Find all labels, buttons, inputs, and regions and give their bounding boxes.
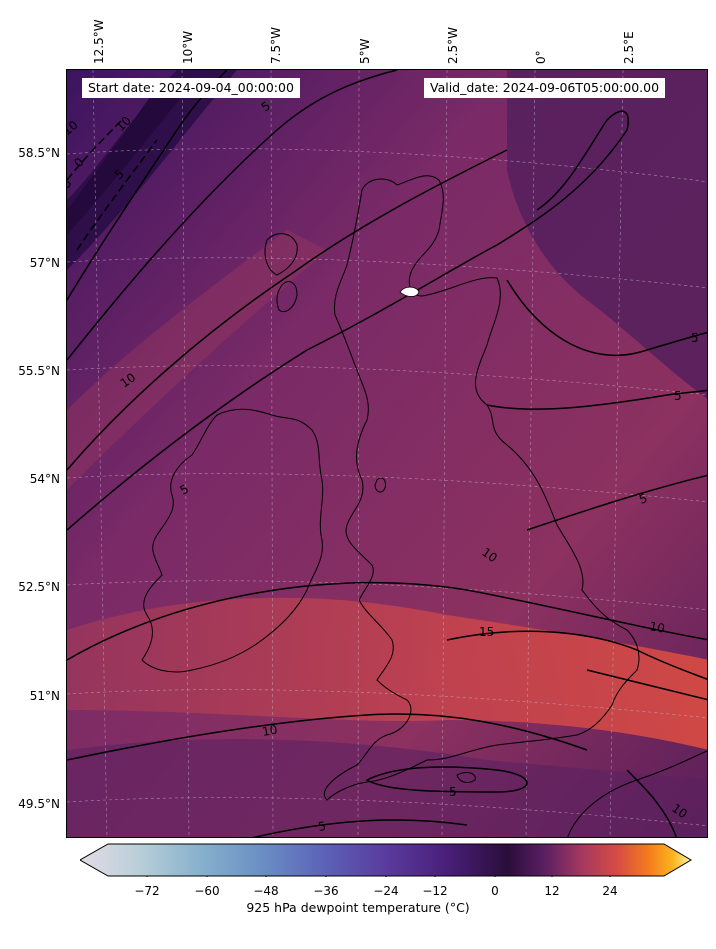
contour-label: 5 (317, 819, 327, 834)
colorbar-tick: −36 (313, 884, 339, 898)
colorbar-body (78, 843, 692, 877)
field-dry-band (67, 70, 237, 270)
lat-label-49-5n: 49.5°N (18, 797, 60, 811)
dewpoint-map: 10 10 5 0 5 5 5 5 10 5 10 15 10 10 5 5 5… (67, 70, 707, 837)
colorbar-svg (78, 843, 692, 879)
map-panel: 10 10 5 0 5 5 5 5 10 5 10 15 10 10 5 5 5… (66, 69, 708, 838)
coastline-isle-of-wight (456, 772, 476, 783)
lat-label-51n: 51°N (29, 689, 60, 703)
colorbar-tick: 24 (602, 884, 618, 898)
lat-label-58-5n: 58.5°N (18, 146, 60, 160)
contour-line (67, 110, 629, 531)
contour-line (67, 70, 398, 361)
colorbar-tick: 12 (544, 884, 560, 898)
contour-line (446, 630, 707, 681)
coastline-isle-of-man (374, 477, 386, 493)
lon-label-7-5w: 7.5°W (269, 27, 283, 64)
contour-label: 10 (648, 619, 665, 635)
contour-line (365, 766, 528, 793)
lon-label-2-5e: 2.5°E (622, 31, 636, 64)
colorbar-tick: −12 (422, 884, 448, 898)
colorbar (78, 843, 692, 879)
lon-label-12-5w: 12.5°W (92, 19, 106, 64)
graticule (67, 70, 707, 837)
field-southwest (67, 739, 707, 837)
dewpoint-contours (67, 70, 707, 837)
contour-line (67, 149, 508, 471)
field-northeast (507, 70, 707, 399)
coastline-great-britain (324, 175, 640, 801)
colorbar-tick: −60 (194, 884, 220, 898)
valid-date-label: Valid_date: 2024-09-06T05:00:00.00 (424, 78, 666, 98)
coastline-hebrides (264, 233, 298, 276)
lat-label-52-5n: 52.5°N (18, 580, 60, 594)
colorbar-tick: −48 (253, 884, 279, 898)
contour-line (76, 139, 158, 251)
lon-label-10w: 10°W (181, 30, 195, 64)
contour-label: 15 (479, 625, 494, 639)
colorbar-tick: −24 (373, 884, 399, 898)
contour-line (67, 119, 123, 181)
missing-data-patch (399, 286, 420, 297)
colorbar-label: 925 hPa dewpoint temperature (°C) (246, 900, 470, 915)
field-warm-band (67, 597, 707, 750)
contour-label: 5 (449, 785, 457, 799)
contour-line (252, 819, 468, 837)
start-date-label: Start date: 2024-09-04_00:00:00 (82, 78, 300, 98)
contour-line (67, 713, 588, 761)
lon-label-2-5w: 2.5°W (446, 27, 460, 64)
contour-line (506, 279, 707, 356)
lat-label-57n: 57°N (29, 256, 60, 270)
colorbar-tick: −72 (134, 884, 160, 898)
contour-line (486, 389, 707, 410)
contour-label: 5 (637, 491, 649, 507)
contour-line (67, 581, 707, 661)
coastline-ireland (141, 408, 324, 673)
contour-label: 5 (67, 176, 75, 191)
contour-line (526, 474, 707, 531)
contour-label: 5 (674, 389, 682, 403)
contour-line (626, 769, 678, 837)
contour-label: 5 (691, 331, 699, 345)
field-dry-core (67, 80, 187, 235)
lon-label-0: 0° (534, 50, 548, 64)
lon-label-5w: 5°W (358, 38, 372, 65)
coastline-outer-isles (276, 281, 298, 313)
contour-line (586, 669, 707, 701)
lat-label-55-5n: 55.5°N (18, 364, 60, 378)
contour-label: 10 (261, 723, 278, 739)
lat-label-54n: 54°N (29, 472, 60, 486)
colorbar-tick: 0 (491, 884, 499, 898)
